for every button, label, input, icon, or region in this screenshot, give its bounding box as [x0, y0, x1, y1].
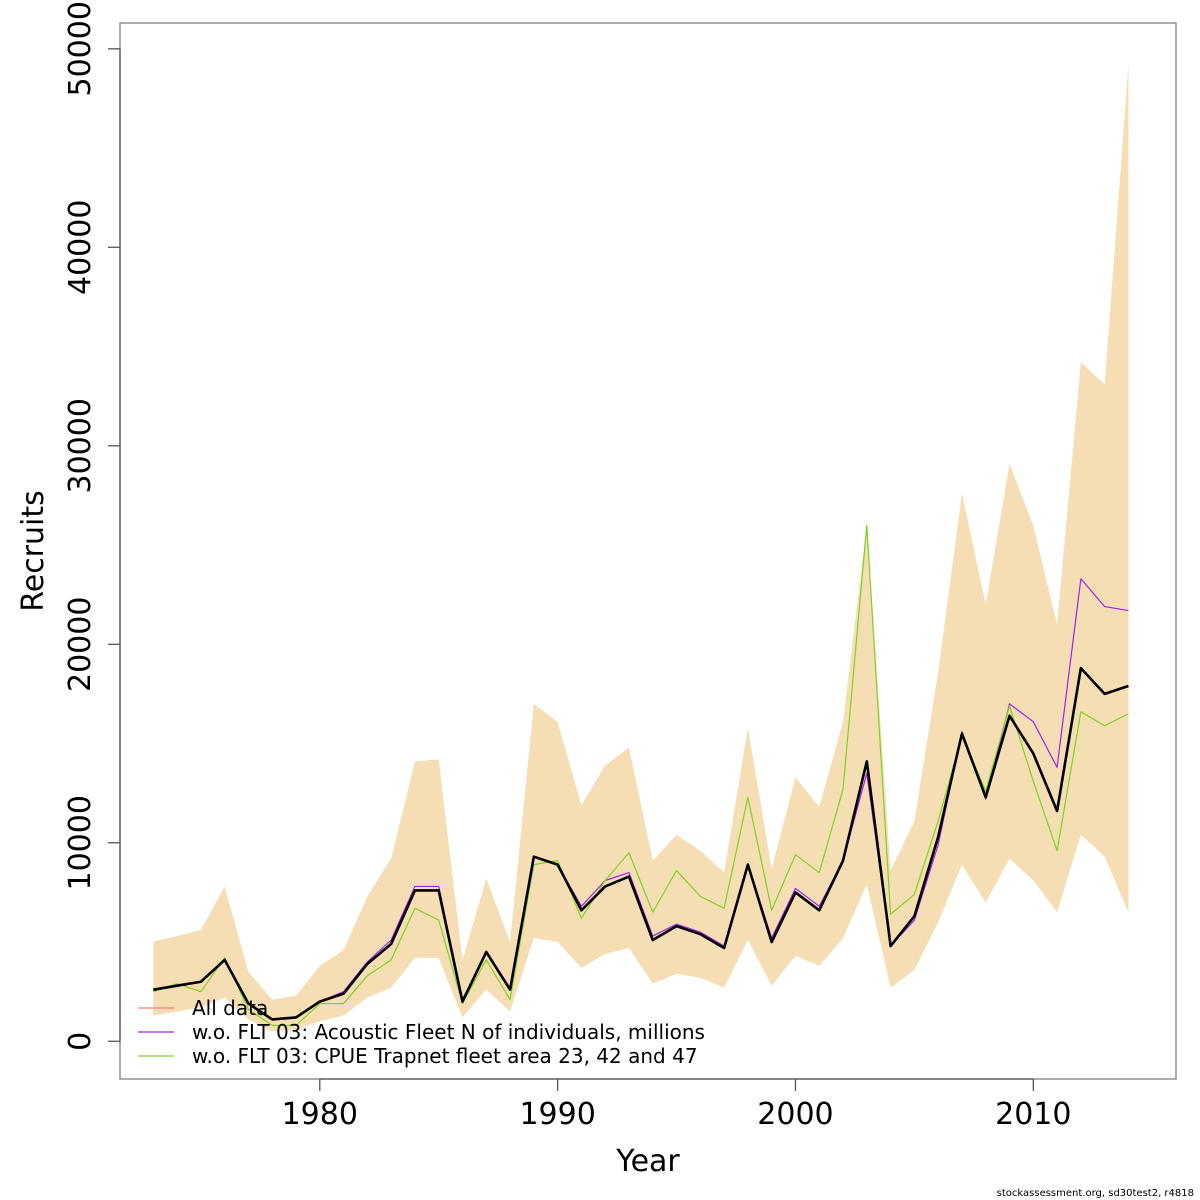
y-tick-label: 50000: [63, 1, 98, 96]
legend-label: w.o. FLT 03: CPUE Trapnet fleet area 23,…: [192, 1044, 698, 1068]
legend-label: All data: [192, 996, 268, 1020]
y-tick-label: 40000: [63, 200, 98, 295]
series-lines-layer: [153, 524, 1129, 1027]
credit-text: stockassessment.org, sd30test2, r4818: [997, 1188, 1194, 1199]
x-tick-label: 2010: [995, 1097, 1071, 1132]
y-axis: 0 10000 20000 30000 40000 50000: [63, 1, 121, 1051]
x-axis: 1980 1990 2000 2010: [282, 1078, 1071, 1132]
legend-label: w.o. FLT 03: Acoustic Fleet N of individ…: [192, 1020, 705, 1044]
legend-item: w.o. FLT 03: Acoustic Fleet N of individ…: [138, 1020, 705, 1044]
x-tick-label: 1990: [519, 1097, 595, 1132]
x-tick-label: 1980: [282, 1097, 358, 1132]
y-tick-label: 10000: [63, 795, 98, 890]
y-axis-title: Recruits: [16, 490, 51, 612]
y-tick-label: 0: [63, 1032, 98, 1051]
confidence-band: [153, 64, 1129, 1032]
confidence-band-layer: [153, 64, 1129, 1032]
y-tick-label: 20000: [63, 597, 98, 692]
legend-item: w.o. FLT 03: CPUE Trapnet fleet area 23,…: [138, 1044, 698, 1068]
x-tick-label: 2000: [757, 1097, 833, 1132]
series-line-4: [153, 666, 1129, 1021]
legend-item: All data: [138, 996, 268, 1020]
x-axis-title: Year: [615, 1144, 680, 1179]
y-tick-label: 30000: [63, 398, 98, 493]
